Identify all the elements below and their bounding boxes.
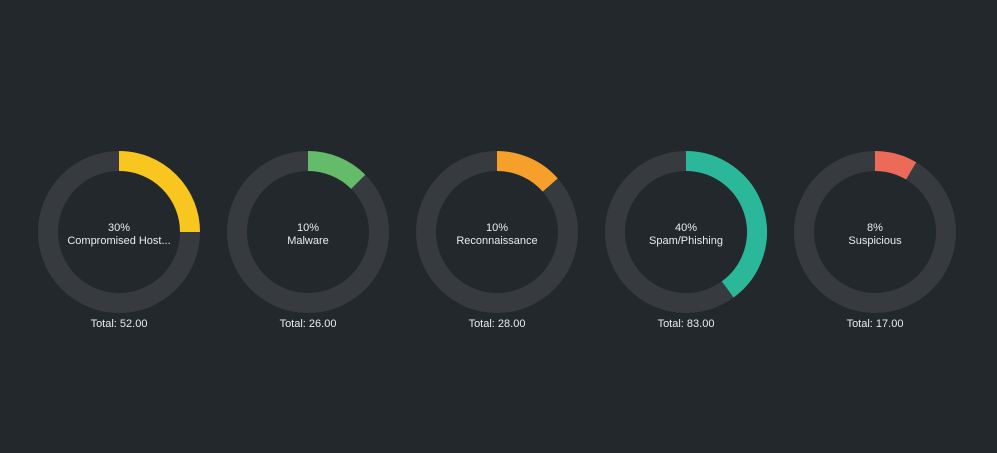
donut-arc [118, 151, 200, 233]
total-label: Total: 28.00 [468, 318, 526, 330]
total-label: Total: 52.00 [90, 318, 148, 330]
donut-suspicious[interactable]: 8% Suspicious Total: 17.00 [793, 150, 957, 340]
total-label: Total: 83.00 [657, 318, 715, 330]
percent-label: 40% [674, 222, 698, 234]
category-label: Suspicious [848, 235, 902, 247]
donut-arc [307, 151, 366, 190]
donut-center-text: 10% Malware [236, 222, 380, 248]
donut-center-text: 40% Spam/Phishing [614, 222, 758, 248]
donut-ring [794, 151, 956, 313]
percent-label: 10% [296, 222, 320, 234]
donut-center-text: 10% Reconnaissance [425, 222, 569, 248]
percent-label: 30% [107, 222, 131, 234]
donut-center-text: 30% Compromised Host... [47, 222, 191, 248]
donut-spam-phishing[interactable]: 40% Spam/Phishing Total: 83.00 [604, 150, 768, 340]
donut-arc [874, 151, 917, 180]
category-label: Malware [287, 235, 329, 247]
donut-ring [605, 151, 767, 313]
donut-malware[interactable]: 10% Malware Total: 26.00 [226, 150, 390, 340]
category-label: Compromised Host... [67, 235, 171, 247]
percent-label: 8% [867, 222, 883, 234]
category-label: Spam/Phishing [649, 235, 723, 247]
donut-arc [496, 151, 558, 192]
donut-arc [685, 151, 767, 298]
donut-compromised-hosts[interactable]: 30% Compromised Host... Total: 52.00 [37, 150, 201, 340]
donut-ring [38, 151, 200, 313]
donut-ring [227, 151, 389, 313]
donut-ring [416, 151, 578, 313]
total-label: Total: 17.00 [846, 318, 904, 330]
category-label: Reconnaissance [456, 235, 538, 247]
donut-center-text: 8% Suspicious [803, 222, 947, 248]
donut-reconnaissance[interactable]: 10% Reconnaissance Total: 28.00 [415, 150, 579, 340]
percent-label: 10% [485, 222, 509, 234]
total-label: Total: 26.00 [279, 318, 337, 330]
